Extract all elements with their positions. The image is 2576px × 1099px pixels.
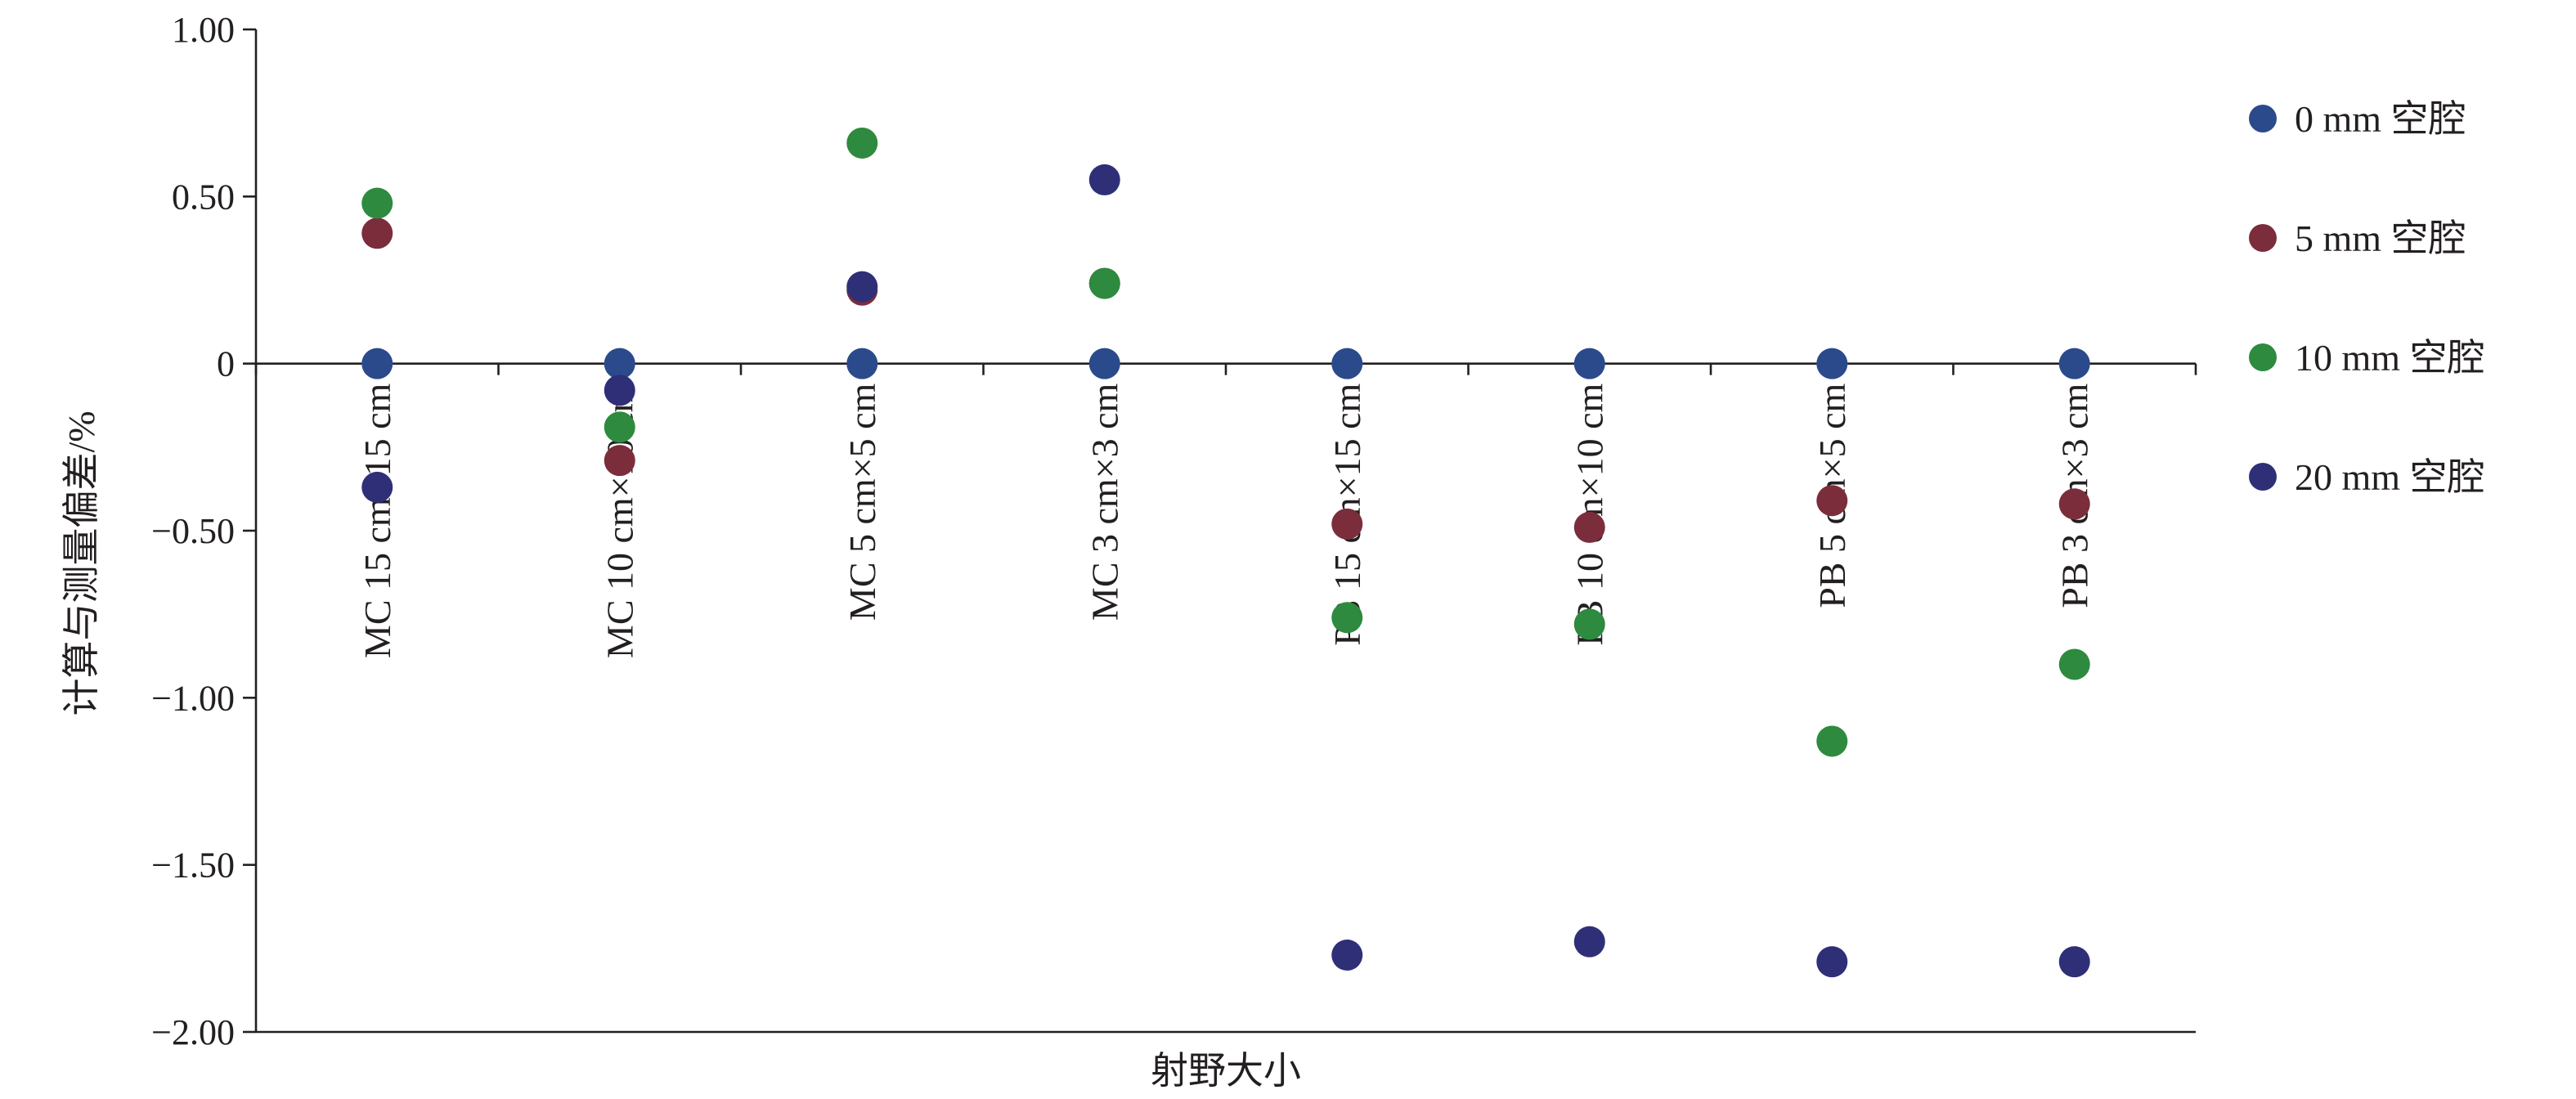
data-point-series-3 [1816,946,1848,978]
data-point-series-2 [1088,267,1120,299]
data-point-series-3 [361,471,393,503]
data-point-series-3 [846,271,878,303]
data-point-series-3 [604,375,635,406]
data-point-series-1 [361,218,393,249]
data-point-series-3 [2058,946,2090,978]
legend-label: 20 mm 空腔 [2295,456,2485,498]
y-tick-label: −0.50 [151,511,235,551]
legend-label: 10 mm 空腔 [2295,337,2485,379]
legend-marker [2249,463,2277,491]
data-point-series-0 [2058,348,2090,379]
y-axis-title: 计算与测量偏差/% [61,410,102,715]
y-tick-label: 1.00 [172,10,235,50]
y-tick-label: 0 [217,344,235,384]
data-point-series-2 [1573,608,1605,640]
legend-label: 0 mm 空腔 [2295,98,2466,140]
data-point-series-2 [1816,725,1848,757]
data-point-series-2 [604,411,635,443]
y-tick-label: 0.50 [172,177,235,217]
y-tick-label: −2.00 [151,1012,235,1052]
data-point-series-0 [1331,348,1363,379]
legend-marker [2249,343,2277,371]
category-label: MC 5 cm×5 cm [841,383,883,621]
category-label: MC 3 cm×3 cm [1084,383,1126,621]
legend-marker [2249,224,2277,252]
data-point-series-0 [846,348,878,379]
data-point-series-1 [1573,511,1605,543]
data-point-series-1 [1331,508,1363,540]
category-labels: MC 15 cm×15 cm MC 10 cm×10 cm MC 5 cm×5 cm… [357,383,2096,658]
legend-label: 5 mm 空腔 [2295,218,2466,259]
data-point-series-0 [1816,348,1848,379]
data-point-series-0 [361,348,393,379]
data-point-series-2 [2058,648,2090,680]
legend: 0 mm 空腔 5 mm 空腔 10 mm 空腔 20 mm 空腔 [2249,98,2485,498]
data-point-series-0 [1088,348,1120,379]
x-axis-title: 射野大小 [1151,1050,1301,1092]
x-ticks [254,363,2197,375]
data-points [361,127,2090,978]
data-point-series-1 [1816,485,1848,517]
data-point-series-3 [1573,926,1605,958]
data-point-series-3 [1331,940,1363,971]
data-point-series-2 [1331,602,1363,634]
data-point-series-2 [361,187,393,219]
data-point-series-0 [1573,348,1605,379]
y-tick-label: −1.50 [151,846,235,886]
y-tick-label: −1.00 [151,678,235,718]
axes [254,29,2196,1034]
data-point-series-3 [1088,164,1120,195]
data-point-series-1 [2058,488,2090,520]
data-point-series-1 [604,445,635,477]
data-point-series-2 [846,127,878,159]
data-point-series-0 [604,348,635,379]
legend-marker [2249,105,2277,132]
category-label: MC 15 cm×15 cm [357,383,398,658]
y-ticks: 1.00 0.50 0 −0.50 −1.00 −1.50 −2.00 [151,10,256,1052]
